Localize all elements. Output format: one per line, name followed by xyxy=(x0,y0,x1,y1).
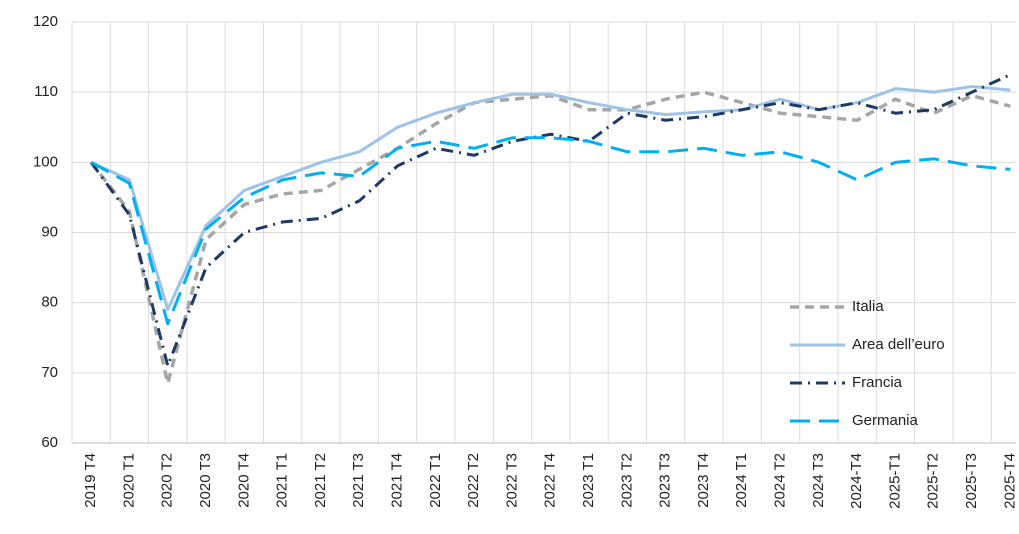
legend-label: Germania xyxy=(852,412,919,429)
x-tick-label: 2022 T1 xyxy=(427,453,444,508)
series-line xyxy=(89,73,1011,368)
x-tick-label: 2025-T3 xyxy=(963,453,980,509)
y-tick-label: 110 xyxy=(34,83,58,100)
x-tick-label: 2022 T3 xyxy=(503,453,520,508)
y-tick-label: 80 xyxy=(41,294,58,311)
x-tick-label: 2022 T4 xyxy=(542,453,559,508)
x-tick-label: 2024-T4 xyxy=(848,453,865,509)
y-tick-label: 100 xyxy=(33,153,58,170)
legend-label: Francia xyxy=(852,374,903,391)
legend-label: Italia xyxy=(852,298,884,315)
y-tick-label: 70 xyxy=(41,364,58,381)
x-tick-label: 2025-T2 xyxy=(925,453,942,509)
x-tick-label: 2022 T2 xyxy=(465,453,482,508)
x-tick-label: 2019 T4 xyxy=(82,453,99,508)
x-tick-label: 2020 T1 xyxy=(120,453,137,508)
x-tick-label: 2024 T3 xyxy=(810,453,827,508)
x-tick-label: 2023 T3 xyxy=(657,453,674,508)
legend-label: Area dell’euro xyxy=(852,336,945,353)
x-tick-label: 2023 T2 xyxy=(618,453,635,508)
x-tick-label: 2021 T2 xyxy=(312,453,329,508)
x-tick-label: 2021 T4 xyxy=(389,453,406,508)
x-tick-label: 2023 T4 xyxy=(695,453,712,508)
y-tick-label: 120 xyxy=(33,13,58,30)
x-tick-label: 2025-T4 xyxy=(1001,453,1018,509)
x-tick-label: 2020 T4 xyxy=(235,453,252,508)
x-tick-label: 2023 T1 xyxy=(580,453,597,508)
x-tick-label: 2025-T1 xyxy=(886,453,903,509)
x-tick-label: 2021 T1 xyxy=(274,453,291,508)
series-line xyxy=(90,85,1011,312)
x-tick-label: 2024 T1 xyxy=(733,453,750,508)
x-tick-label: 2021 T3 xyxy=(350,453,367,508)
y-tick-label: 90 xyxy=(41,223,58,240)
y-tick-label: 60 xyxy=(41,434,58,451)
x-tick-label: 2020 T2 xyxy=(159,453,176,508)
series-line xyxy=(90,136,1011,326)
x-tick-label: 2024 T2 xyxy=(772,453,789,508)
x-tick-label: 2020 T3 xyxy=(197,453,214,508)
